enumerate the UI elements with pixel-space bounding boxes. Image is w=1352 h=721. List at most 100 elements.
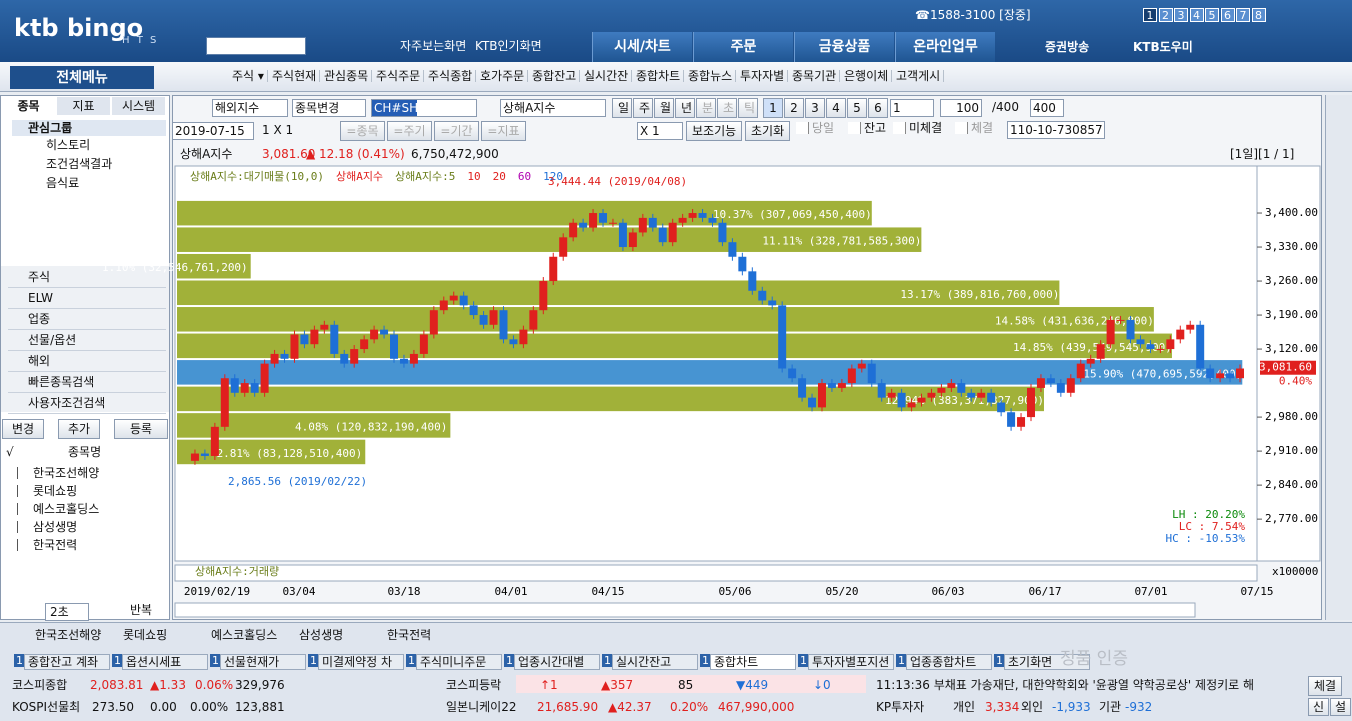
watch-tab[interactable]: 한국조선해양: [35, 628, 102, 642]
tree-item[interactable]: 음식료: [46, 176, 80, 190]
window-tab[interactable]: 투자자별포지션: [808, 654, 894, 670]
menu-item[interactable]: 종목기관: [789, 70, 841, 82]
menu-tab[interactable]: 금융상품: [794, 32, 894, 62]
window-tab[interactable]: 선물현재가: [220, 654, 306, 670]
menu-item[interactable]: 종합뉴스: [685, 70, 737, 82]
unit-select[interactable]: 1: [890, 99, 934, 117]
menu-tab[interactable]: 시세/차트: [592, 32, 692, 62]
max-count[interactable]: 400: [1030, 99, 1064, 117]
watch-tab[interactable]: 삼성생명: [299, 628, 344, 642]
stock-item[interactable]: 예스코홀딩스: [6, 503, 99, 515]
count-button[interactable]: 2: [784, 98, 804, 118]
menu-item[interactable]: 종합잔고: [529, 70, 581, 82]
panel-tab[interactable]: 시스템: [112, 97, 165, 115]
sync-button[interactable]: =지표: [481, 121, 526, 141]
menu-tab[interactable]: 온라인업무: [895, 32, 995, 62]
screen-button[interactable]: 4: [1189, 8, 1204, 22]
menu-item[interactable]: 주식주문: [373, 70, 425, 82]
tree-item[interactable]: 히스토리: [46, 138, 91, 152]
code-input[interactable]: CH#SHA: [371, 99, 477, 117]
window-tab[interactable]: 옵션시세표: [122, 654, 208, 670]
window-tab[interactable]: 종합잔고 계좌: [24, 654, 110, 670]
screen-button[interactable]: 1: [1143, 8, 1157, 22]
folder[interactable]: 해외: [8, 352, 166, 372]
panel-tab[interactable]: 지표: [57, 97, 110, 115]
stock-item[interactable]: 롯데쇼핑: [6, 485, 77, 497]
panel-tab[interactable]: 종목: [2, 97, 55, 115]
top-link[interactable]: KTB도우미: [1133, 40, 1193, 54]
menu-item[interactable]: 주식종합: [425, 70, 477, 82]
top-link[interactable]: 증권방송: [1045, 40, 1090, 54]
market-select[interactable]: 해외지수: [212, 99, 288, 117]
date-input[interactable]: 2019-07-15: [172, 122, 254, 140]
side-button[interactable]: 신: [1308, 698, 1330, 716]
folder[interactable]: 주식: [8, 268, 166, 288]
screen-button[interactable]: 3: [1174, 8, 1188, 22]
folder[interactable]: ELW: [8, 289, 166, 309]
period-button[interactable]: 주: [633, 98, 653, 118]
exec-button[interactable]: 체결: [1308, 676, 1343, 696]
aux-button[interactable]: 보조기능: [686, 121, 743, 141]
period-button[interactable]: 년: [675, 98, 695, 118]
side-button[interactable]: 설: [1330, 698, 1352, 716]
zoom-select[interactable]: X 1: [637, 122, 683, 140]
watch-tab[interactable]: 한국전력: [387, 628, 432, 642]
menu-item[interactable]: 주식현재: [269, 70, 321, 82]
check[interactable]: 당일: [796, 122, 834, 134]
watch-tab[interactable]: 예스코홀딩스: [211, 628, 278, 642]
folder[interactable]: 선물/옵션: [8, 331, 166, 351]
panel-button[interactable]: 변경: [2, 419, 44, 439]
quick-link[interactable]: KTB인기화면: [475, 39, 542, 53]
window-tab[interactable]: 주식미니주문: [416, 654, 502, 670]
menu-item[interactable]: 관심종목: [321, 70, 373, 82]
check[interactable]: 체결: [955, 122, 993, 134]
menu-item[interactable]: 은행이체: [841, 70, 893, 82]
sync-button[interactable]: =주기: [387, 121, 432, 141]
tree-item[interactable]: 조건검색결과: [46, 157, 113, 171]
count-button[interactable]: 4: [826, 98, 846, 118]
count-button[interactable]: 3: [805, 98, 825, 118]
window-tab[interactable]: 미결제약정 차: [318, 654, 404, 670]
folder[interactable]: 빠른종목검색: [8, 373, 166, 393]
window-tab[interactable]: 업종종합차트: [906, 654, 992, 670]
panel-button[interactable]: 등록: [114, 419, 168, 439]
period-button[interactable]: 틱: [738, 98, 758, 118]
period-button[interactable]: 분: [696, 98, 716, 118]
all-menu[interactable]: 전체메뉴: [10, 66, 154, 89]
change-select[interactable]: 종목변경: [292, 99, 366, 117]
screen-button[interactable]: 2: [1158, 8, 1173, 22]
period-button[interactable]: 일: [612, 98, 632, 118]
menu-item[interactable]: 종합차트: [633, 70, 685, 82]
window-tab[interactable]: 실시간잔고: [612, 654, 698, 670]
screen-button[interactable]: 8: [1251, 8, 1266, 22]
window-tab[interactable]: 종합차트: [710, 654, 796, 670]
screen-button[interactable]: 7: [1236, 8, 1250, 22]
menu-item[interactable]: 투자자별: [737, 70, 789, 82]
reset-button[interactable]: 초기화: [745, 121, 791, 141]
count-button[interactable]: 5: [847, 98, 867, 118]
stock-item[interactable]: 삼성생명: [6, 521, 77, 533]
menu-item[interactable]: 고객게시: [893, 70, 945, 82]
quick-link[interactable]: 자주보는화면: [400, 39, 467, 53]
check[interactable]: 미체결: [893, 122, 942, 134]
menu-item[interactable]: 실시간잔: [581, 70, 633, 82]
sync-button[interactable]: =종목: [340, 121, 385, 141]
stock-item[interactable]: 한국전력: [6, 539, 77, 551]
stock-item[interactable]: 한국조선해양: [6, 467, 99, 479]
period-button[interactable]: 초: [717, 98, 737, 118]
count-button[interactable]: 1: [763, 98, 783, 118]
window-tab[interactable]: 업종시간대별: [514, 654, 600, 670]
window-tab[interactable]: 초기화면: [1004, 654, 1090, 670]
account-select[interactable]: 110-10-730857: [1007, 121, 1105, 139]
check[interactable]: 잔고: [848, 122, 886, 134]
panel-button[interactable]: 추가: [58, 419, 100, 439]
sync-button[interactable]: =기간: [434, 121, 479, 141]
screen-button[interactable]: 6: [1220, 8, 1235, 22]
menu-item[interactable]: 호가주문: [477, 70, 529, 82]
search-box[interactable]: [206, 37, 306, 55]
menu-tab[interactable]: 주문: [693, 32, 793, 62]
period-button[interactable]: 월: [654, 98, 674, 118]
watch-tab[interactable]: 롯데쇼핑: [123, 628, 168, 642]
count-button[interactable]: 6: [868, 98, 888, 118]
screen-button[interactable]: 5: [1205, 8, 1219, 22]
